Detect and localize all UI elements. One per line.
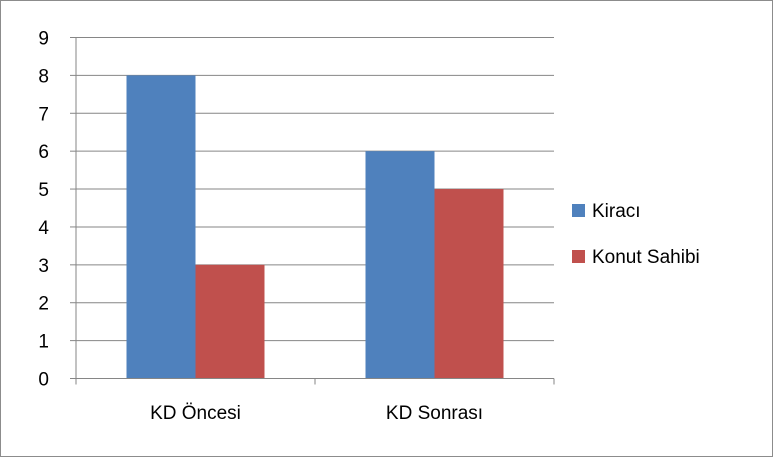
- axes: 0 1 2 3 4 5 6 7 8 9 KD Öncesi KD Sonrası: [38, 29, 555, 424]
- y-tick-label: 3: [38, 256, 49, 277]
- y-tick-label: 0: [38, 370, 49, 391]
- y-tick-label: 5: [38, 180, 49, 201]
- y-tick-label: 2: [38, 294, 49, 315]
- y-tick-label: 4: [38, 218, 49, 239]
- x-category-label: KD Sonrası: [386, 403, 483, 424]
- legend-label: Kiracı: [592, 201, 641, 222]
- y-tick-label: 1: [38, 332, 49, 353]
- y-tick-label: 8: [38, 66, 49, 87]
- legend-swatch: [572, 204, 585, 217]
- bar-kiraci: [365, 151, 435, 379]
- y-tick-label: 6: [38, 142, 49, 163]
- y-tick-label: 7: [38, 104, 49, 125]
- bar-kiraci: [126, 75, 196, 379]
- x-category-label: KD Öncesi: [150, 403, 241, 424]
- y-tick-label: 9: [38, 29, 49, 50]
- legend: Kiracı Konut Sahibi: [572, 201, 700, 268]
- legend-label: Konut Sahibi: [592, 247, 700, 268]
- legend-swatch: [572, 250, 585, 263]
- bars: [126, 75, 504, 379]
- bar-konut-sahibi: [195, 264, 265, 379]
- bar-konut-sahibi: [434, 189, 504, 379]
